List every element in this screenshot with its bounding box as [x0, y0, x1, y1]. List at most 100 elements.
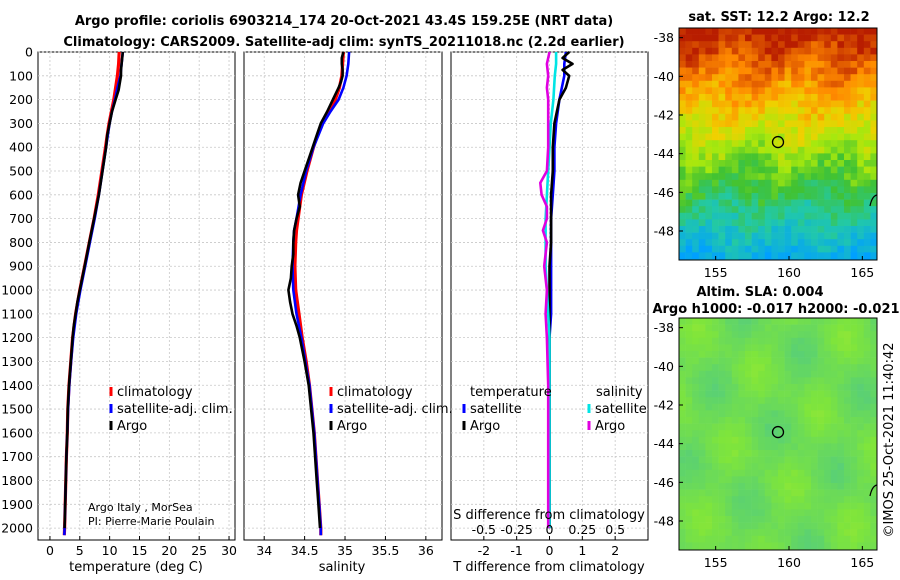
sla-cell — [718, 390, 726, 398]
sla-cell — [679, 410, 686, 418]
sla-cell — [791, 502, 799, 510]
sla-cell — [705, 377, 713, 385]
sst-cell — [811, 107, 818, 115]
sst-cell — [811, 47, 818, 55]
sst-cell — [679, 252, 686, 260]
sst-cell — [817, 41, 825, 49]
sla-cell — [804, 469, 812, 477]
sst-cell — [758, 173, 766, 181]
sst-cell — [764, 120, 772, 128]
sst-cell — [751, 199, 759, 207]
sst-cell — [830, 193, 838, 200]
sst-cell — [725, 140, 733, 148]
sst-cell — [797, 80, 805, 88]
sst-cell — [824, 239, 832, 247]
sst-cell — [870, 140, 877, 148]
sst-cell — [738, 212, 746, 220]
sla-cell — [751, 456, 759, 464]
sst-cell — [712, 80, 719, 88]
sla-cell — [679, 397, 686, 405]
sla-cell — [817, 542, 825, 550]
sst-cell — [738, 199, 746, 207]
sst-cell — [791, 173, 799, 181]
sla-cell — [863, 403, 871, 411]
sst-cell — [817, 107, 825, 115]
sst-cell — [870, 41, 877, 49]
sst-cell — [850, 219, 858, 227]
sst-cell — [797, 133, 805, 141]
sla-cell — [824, 377, 832, 385]
sst-cell — [731, 160, 739, 167]
sst-cell — [830, 173, 838, 181]
x-tick-label: 25 — [191, 543, 207, 558]
sla-cell — [824, 364, 832, 372]
sla-cell — [764, 390, 772, 398]
sla-cell — [817, 476, 825, 484]
sst-cell — [863, 173, 871, 181]
sla-cell — [850, 542, 858, 550]
sst-cell — [857, 47, 865, 55]
sst-cell — [705, 28, 713, 35]
sst-cell — [698, 193, 706, 200]
sst-cell — [692, 41, 700, 49]
sst-cell — [784, 41, 792, 49]
sla-cell — [718, 384, 726, 391]
sst-cell — [685, 94, 693, 101]
sla-cell — [771, 410, 779, 418]
sla-cell — [738, 430, 746, 438]
sla-cell — [725, 417, 733, 424]
sla-cell — [685, 463, 693, 471]
sla-cell — [791, 390, 799, 398]
sst-cell — [804, 133, 812, 141]
sst-cell — [771, 252, 779, 260]
sst-cell — [698, 94, 706, 101]
sst-cell — [870, 173, 877, 181]
sst-cell — [745, 28, 752, 35]
sst-cell — [712, 61, 719, 68]
sla-cell — [771, 542, 779, 550]
sla-cell — [705, 489, 713, 497]
sla-cell — [692, 384, 700, 391]
sst-cell — [863, 232, 871, 240]
sla-cell — [797, 423, 805, 431]
sla-cell — [758, 489, 766, 497]
depth-tick-label: 1600 — [1, 425, 33, 440]
sst-cell — [758, 67, 766, 75]
series-line-salinity-argo — [538, 51, 551, 529]
salinity-xlabel: salinity — [319, 560, 366, 575]
sst-cell — [692, 133, 700, 141]
sst-cell — [745, 173, 752, 181]
sla-cell — [758, 542, 766, 550]
sla-cell — [817, 403, 825, 411]
x-tick-label: -1 — [510, 543, 522, 558]
sla-cell — [837, 489, 845, 497]
sst-cell — [692, 28, 700, 35]
sla-cell — [738, 436, 746, 444]
sst-cell — [771, 28, 779, 35]
sst-cell — [725, 179, 733, 187]
sla-cell — [745, 331, 752, 339]
sla-cell — [830, 377, 838, 385]
sla-cell — [692, 529, 700, 537]
sla-cell — [830, 522, 838, 530]
sla-cell — [745, 351, 752, 358]
lat-tick-label: -46 — [654, 475, 674, 490]
sla-cell — [837, 357, 845, 365]
sst-cell — [844, 212, 851, 220]
sst-cell — [731, 127, 739, 134]
sla-cell — [791, 489, 799, 497]
sla-cell — [698, 318, 706, 325]
sst-cell — [817, 100, 825, 108]
sla-cell — [758, 331, 766, 339]
sla-cell — [718, 324, 726, 332]
sla-cell — [850, 318, 858, 325]
sla-cell — [870, 450, 877, 457]
sla-cell — [692, 397, 700, 405]
sst-cell — [698, 74, 706, 82]
sla-cell — [837, 436, 845, 444]
sst-cell — [824, 120, 832, 128]
sla-cell — [745, 384, 752, 391]
sst-cell — [738, 179, 746, 187]
sst-cell — [692, 74, 700, 82]
sla-cell — [857, 516, 865, 523]
